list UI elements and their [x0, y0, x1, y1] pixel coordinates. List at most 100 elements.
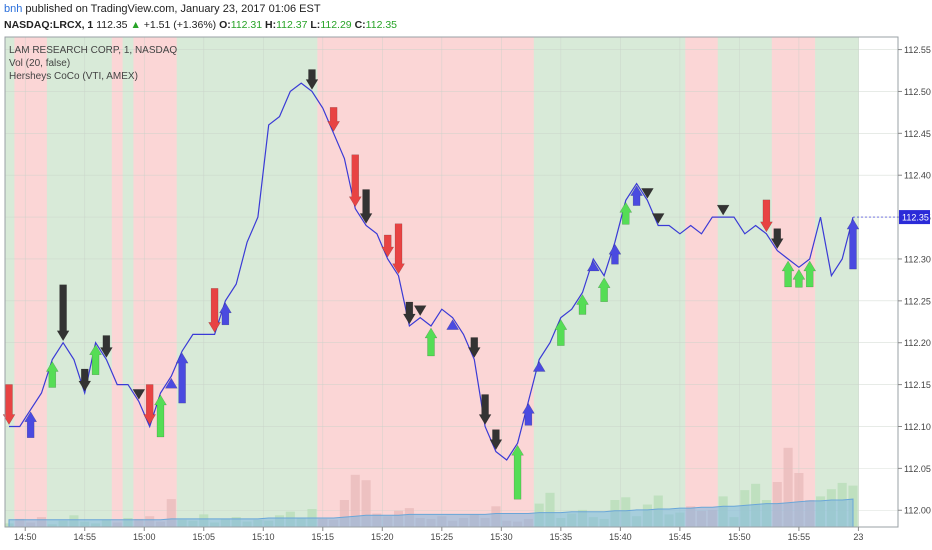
regime-band — [815, 37, 827, 527]
last-price-label: 112.35 — [902, 213, 929, 223]
signal-arrow-up — [586, 260, 600, 272]
y-tick-label: 112.20 — [904, 338, 931, 348]
x-tick-label: 15:20 — [371, 532, 394, 542]
signal-arrow-up — [446, 319, 460, 330]
x-tick-label: 14:50 — [14, 532, 37, 542]
regime-band — [68, 37, 80, 527]
author-link[interactable]: bnh — [4, 3, 23, 15]
signal-arrow-down — [208, 288, 222, 333]
signal-arrow-down — [56, 284, 70, 342]
x-tick-label: 15:30 — [490, 532, 513, 542]
open-value: 112.31 — [230, 19, 263, 31]
regime-band — [339, 37, 351, 527]
regime-band — [122, 37, 134, 527]
regime-band — [46, 37, 59, 527]
regime-band — [761, 37, 773, 527]
signal-arrow-up — [803, 260, 817, 288]
regime-band — [133, 37, 145, 527]
signal-arrow-down — [478, 394, 492, 425]
regime-band — [165, 37, 178, 527]
signal-arrow-down — [392, 223, 405, 275]
signal-arrow-up — [597, 277, 611, 302]
publish-line: bnh published on TradingView.com, Januar… — [4, 3, 321, 15]
signal-arrow-down — [467, 337, 481, 358]
signal-arrow-up — [164, 377, 178, 389]
regime-band — [155, 37, 167, 527]
x-tick-label: 15:35 — [550, 532, 573, 542]
signal-arrow-down — [716, 204, 730, 216]
regime-band — [544, 37, 556, 527]
regime-band — [57, 37, 70, 527]
regime-band — [90, 37, 102, 527]
signal-arrow-up — [521, 402, 535, 426]
volume-bar — [350, 474, 360, 527]
signal-arrow-up — [24, 411, 38, 438]
regime-band — [642, 37, 654, 527]
legend-volume: Vol (20, false) — [9, 58, 71, 69]
regime-band — [631, 37, 643, 527]
regime-band — [241, 37, 253, 527]
symbol-label: NASDAQ:LRCX, 1 — [4, 19, 94, 31]
signal-arrow-down — [640, 188, 654, 199]
regime-band — [36, 37, 48, 527]
regime-band — [220, 37, 232, 527]
x-tick-label: 15:45 — [669, 532, 692, 542]
regime-band — [501, 37, 513, 527]
regime-band — [663, 37, 675, 527]
regime-band — [706, 37, 719, 527]
signal-arrow-down — [359, 189, 373, 224]
regime-band — [620, 37, 632, 527]
x-tick-label: 15:05 — [193, 532, 216, 542]
volume-average-area — [8, 498, 854, 528]
price-axis[interactable]: 112.00 112.05 112.10 112.15 112.20 112.25 112.… — [853, 45, 931, 516]
regime-band — [652, 37, 665, 527]
y-tick-label: 112.50 — [904, 87, 931, 97]
regime-band — [349, 37, 362, 527]
legend-indicator: Hersheys CoCo (VTI, AMEX) — [9, 71, 138, 82]
low-value: 112.29 — [320, 19, 352, 31]
regime-band — [176, 37, 189, 527]
y-tick-label: 112.00 — [904, 506, 931, 516]
quote-line: NASDAQ:LRCX, 1 112.35 ▲ +1.51 (+1.36%) O… — [4, 19, 397, 31]
x-tick-label: 15:00 — [133, 532, 156, 542]
regime-background — [5, 37, 898, 527]
regime-band — [382, 37, 394, 527]
signal-arrow-up — [608, 243, 622, 265]
signal-arrow-down — [759, 199, 773, 233]
regime-band — [685, 37, 697, 527]
time-axis[interactable]: 14:50 14:55 15:00 15:05 15:10 15:15 15:20 15:25… — [14, 527, 863, 542]
regime-band — [252, 37, 264, 527]
signal-arrow-up — [424, 327, 438, 357]
y-tick-label: 112.25 — [904, 296, 931, 306]
regime-band — [447, 37, 459, 527]
volume-bar — [794, 473, 804, 527]
signal-arrow-down — [489, 429, 503, 451]
regime-band — [566, 37, 578, 527]
signal-arrow-up — [619, 201, 633, 225]
signal-arrow-down — [402, 301, 416, 325]
y-tick-label: 112.05 — [904, 464, 931, 474]
regime-band — [306, 37, 318, 527]
y-tick-label: 112.45 — [904, 129, 931, 139]
regime-band — [750, 37, 762, 527]
signal-arrow-up — [792, 268, 806, 288]
signal-arrow-up — [218, 302, 232, 326]
signal-arrow-down — [651, 213, 665, 224]
regime-band — [836, 37, 849, 527]
regime-band — [490, 37, 502, 527]
high-value: 112.37 — [276, 19, 308, 31]
signal-arrow-down — [413, 305, 427, 317]
regime-band — [414, 37, 427, 527]
close-label: C: — [354, 19, 366, 31]
regime-band — [825, 37, 838, 527]
plot-frame — [4, 36, 899, 528]
high-label: H: — [265, 19, 277, 31]
price-line — [9, 82, 854, 461]
signal-arrow-up — [511, 444, 525, 500]
volume-bar — [339, 500, 349, 527]
signal-arrow-down — [305, 69, 319, 90]
y-tick-label: 112.40 — [904, 171, 931, 181]
signal-arrow-down — [327, 107, 341, 132]
y-tick-label: 112.10 — [904, 422, 931, 432]
